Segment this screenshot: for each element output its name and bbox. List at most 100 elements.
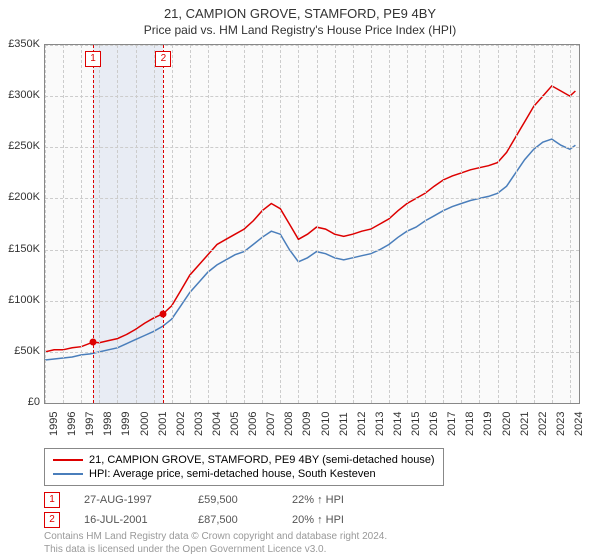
sale-marker-dot: [89, 339, 96, 346]
gridline-v: [172, 45, 173, 403]
x-axis-label: 2002: [175, 412, 187, 436]
x-axis-label: 2012: [356, 412, 368, 436]
sale-marker-box: 2: [155, 51, 171, 67]
gridline-v: [244, 45, 245, 403]
legend-label: 21, CAMPION GROVE, STAMFORD, PE9 4BY (se…: [89, 454, 435, 466]
chart-subtitle: Price paid vs. HM Land Registry's House …: [0, 21, 600, 37]
x-axis-label: 2011: [338, 412, 350, 436]
x-axis-label: 2021: [519, 412, 531, 436]
x-axis-label: 2008: [283, 412, 295, 436]
sales-delta: 22% ↑ HPI: [292, 494, 344, 506]
gridline-v: [389, 45, 390, 403]
gridline-v: [353, 45, 354, 403]
sales-marker-icon: 1: [44, 492, 60, 508]
legend-swatch: [53, 473, 83, 475]
chart-title: 21, CAMPION GROVE, STAMFORD, PE9 4BY: [0, 0, 600, 21]
x-axis-label: 2023: [555, 412, 567, 436]
y-axis-label: £150K: [0, 243, 40, 255]
x-axis-label: 2007: [265, 412, 277, 436]
y-axis-label: £200K: [0, 191, 40, 203]
legend: 21, CAMPION GROVE, STAMFORD, PE9 4BY (se…: [44, 448, 444, 486]
x-axis-label: 2013: [374, 412, 386, 436]
x-axis-label: 1998: [102, 412, 114, 436]
gridline-v: [570, 45, 571, 403]
legend-swatch: [53, 459, 83, 461]
gridline-v: [443, 45, 444, 403]
gridline-v: [371, 45, 372, 403]
gridline-v: [262, 45, 263, 403]
gridline-h: [45, 250, 579, 251]
gridline-v: [335, 45, 336, 403]
x-axis-label: 2016: [428, 412, 440, 436]
sales-row: 1 27-AUG-1997 £59,500 22% ↑ HPI: [44, 490, 344, 510]
gridline-v: [190, 45, 191, 403]
sales-row: 2 16-JUL-2001 £87,500 20% ↑ HPI: [44, 510, 344, 530]
gridline-v: [425, 45, 426, 403]
gridline-v: [516, 45, 517, 403]
gridline-v: [136, 45, 137, 403]
gridline-v: [317, 45, 318, 403]
legend-label: HPI: Average price, semi-detached house,…: [89, 468, 376, 480]
sale-marker-line: [163, 45, 164, 403]
series-line: [45, 86, 575, 352]
gridline-v: [280, 45, 281, 403]
gridline-v: [552, 45, 553, 403]
gridline-h: [45, 45, 579, 46]
gridline-v: [479, 45, 480, 403]
footer-attribution: Contains HM Land Registry data © Crown c…: [44, 530, 387, 556]
x-axis-label: 2006: [247, 412, 259, 436]
sales-price: £59,500: [198, 494, 268, 506]
x-axis-label: 2010: [320, 412, 332, 436]
y-axis-label: £100K: [0, 294, 40, 306]
gridline-v: [99, 45, 100, 403]
sales-table: 1 27-AUG-1997 £59,500 22% ↑ HPI 2 16-JUL…: [44, 490, 344, 530]
x-axis-label: 2003: [193, 412, 205, 436]
sales-marker-icon: 2: [44, 512, 60, 528]
sale-marker-line: [93, 45, 94, 403]
y-axis-label: £250K: [0, 140, 40, 152]
x-axis-label: 2005: [229, 412, 241, 436]
x-axis-label: 2017: [446, 412, 458, 436]
chart-plot-area: 12: [44, 44, 580, 404]
gridline-h: [45, 352, 579, 353]
gridline-h: [45, 198, 579, 199]
gridline-v: [407, 45, 408, 403]
y-axis-label: £300K: [0, 89, 40, 101]
y-axis-label: £350K: [0, 38, 40, 50]
x-axis-label: 2024: [573, 412, 585, 436]
sales-date: 27-AUG-1997: [84, 494, 174, 506]
gridline-v: [226, 45, 227, 403]
x-axis-label: 2014: [392, 412, 404, 436]
gridline-h: [45, 301, 579, 302]
gridline-v: [117, 45, 118, 403]
gridline-v: [298, 45, 299, 403]
x-axis-label: 2018: [464, 412, 476, 436]
gridline-h: [45, 147, 579, 148]
sales-date: 16-JUL-2001: [84, 514, 174, 526]
footer-line: This data is licensed under the Open Gov…: [44, 543, 387, 556]
x-axis-label: 1996: [66, 412, 78, 436]
gridline-v: [498, 45, 499, 403]
x-axis-label: 2001: [157, 412, 169, 436]
y-axis-label: £50K: [0, 345, 40, 357]
gridline-v: [534, 45, 535, 403]
gridline-v: [208, 45, 209, 403]
footer-line: Contains HM Land Registry data © Crown c…: [44, 530, 387, 543]
x-axis-label: 2009: [301, 412, 313, 436]
x-axis-label: 2004: [211, 412, 223, 436]
sale-marker-box: 1: [85, 51, 101, 67]
sale-marker-dot: [160, 310, 167, 317]
gridline-v: [154, 45, 155, 403]
chart-container: 21, CAMPION GROVE, STAMFORD, PE9 4BY Pri…: [0, 0, 600, 560]
x-axis-label: 2000: [139, 412, 151, 436]
x-axis-label: 1997: [84, 412, 96, 436]
legend-item: HPI: Average price, semi-detached house,…: [53, 467, 435, 481]
x-axis-label: 2022: [537, 412, 549, 436]
gridline-v: [45, 45, 46, 403]
x-axis-label: 1999: [120, 412, 132, 436]
gridline-v: [63, 45, 64, 403]
x-axis-label: 2015: [410, 412, 422, 436]
gridline-v: [81, 45, 82, 403]
x-axis-label: 2020: [501, 412, 513, 436]
gridline-v: [461, 45, 462, 403]
